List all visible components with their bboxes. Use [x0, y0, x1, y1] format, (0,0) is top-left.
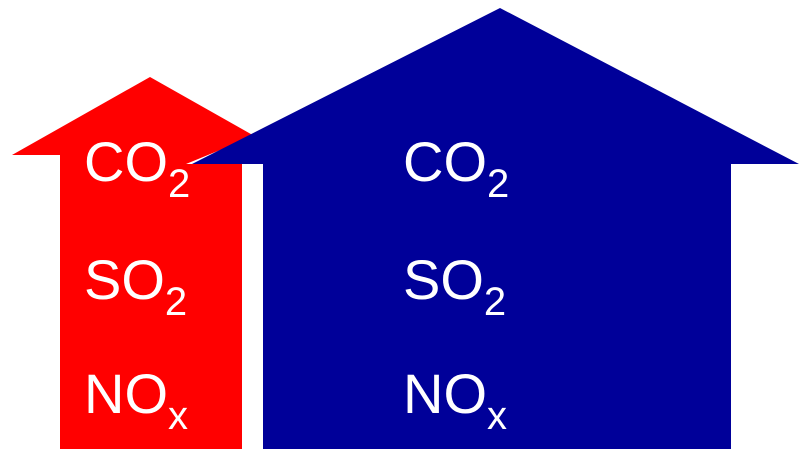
large-emission-arrow [192, 8, 799, 449]
arrow-gap [186, 141, 262, 449]
so2-base: SO [403, 248, 484, 311]
co2-subscript: 2 [168, 162, 191, 206]
so2-subscript: 2 [164, 280, 188, 324]
large-arrow-co2-label: CO2 [403, 134, 509, 205]
co2-base: CO [84, 130, 168, 193]
so2-subscript: 2 [483, 280, 507, 324]
co2-subscript: 2 [487, 162, 510, 206]
small-arrow-co2-label: CO2 [84, 134, 190, 205]
small-arrow-nox-label: NOx [84, 366, 188, 437]
so2-base: SO [84, 248, 165, 311]
small-arrow-so2-label: SO2 [84, 252, 187, 323]
nox-base: NO [84, 362, 168, 425]
nox-base: NO [403, 362, 487, 425]
nox-subscript: x [487, 394, 507, 438]
small-emission-arrow [12, 77, 288, 449]
co2-base: CO [403, 130, 487, 193]
large-arrow-nox-label: NOx [403, 366, 507, 437]
large-arrow-so2-label: SO2 [403, 252, 506, 323]
nox-subscript: x [168, 394, 188, 438]
